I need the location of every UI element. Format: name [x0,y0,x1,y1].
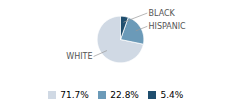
html-text:22.8%: 22.8% [110,89,139,100]
html-text:5.4%: 5.4% [160,89,184,100]
html-text:71.7%: 71.7% [60,89,89,100]
svg-text:WHITE: WHITE [66,52,92,61]
svg-text:BLACK: BLACK [149,9,176,18]
svg-text:HISPANIC: HISPANIC [149,22,187,31]
